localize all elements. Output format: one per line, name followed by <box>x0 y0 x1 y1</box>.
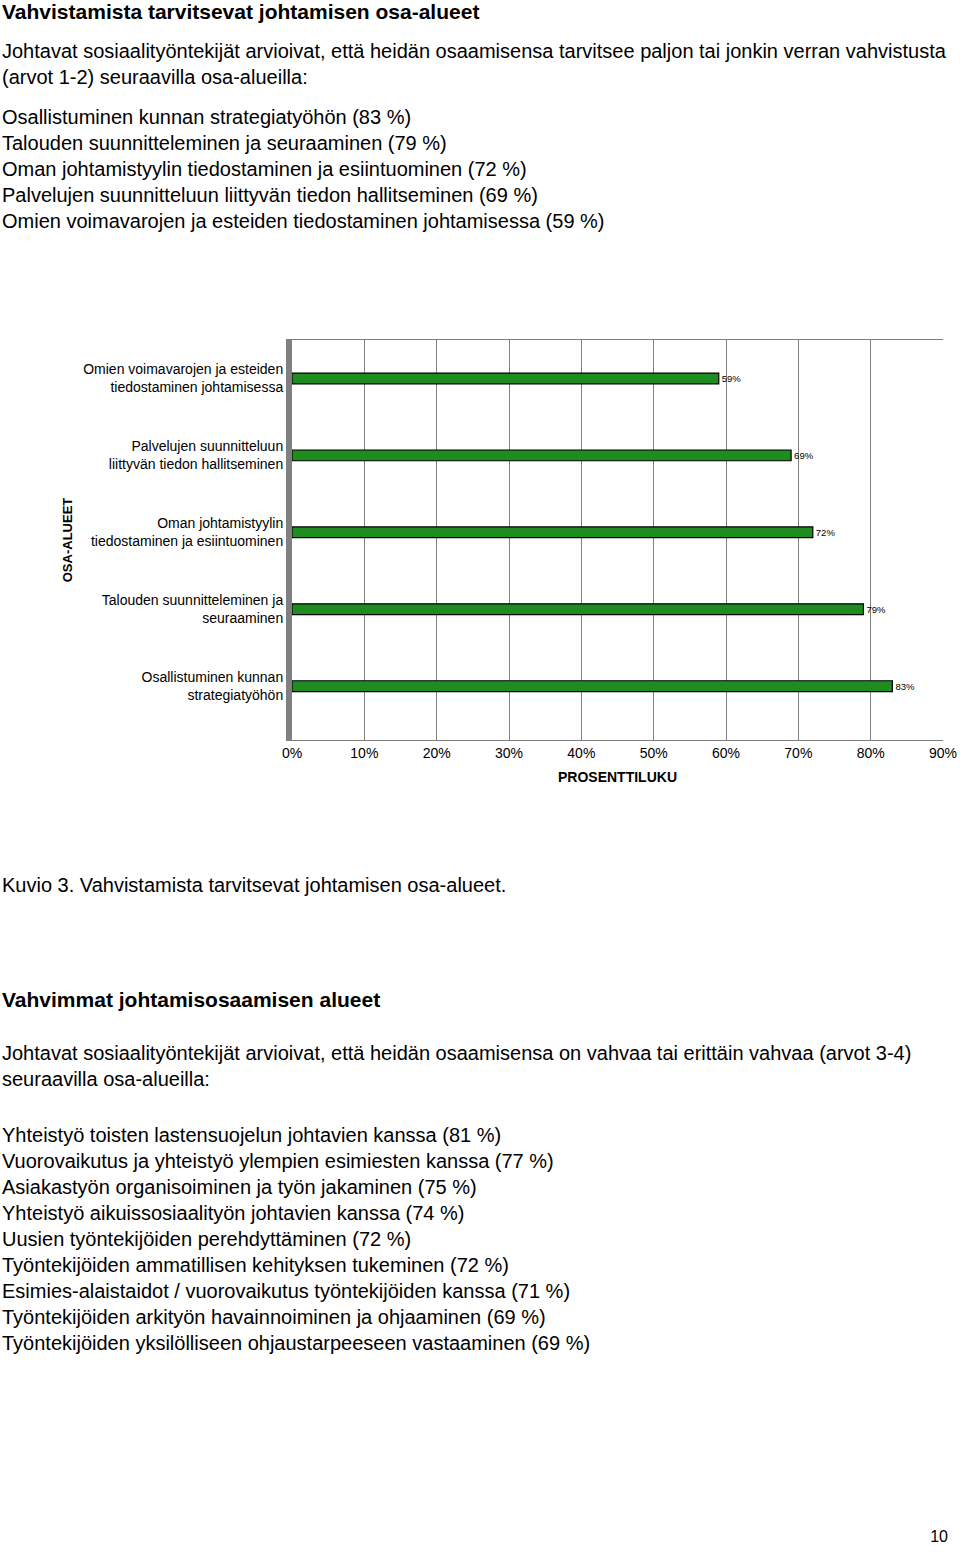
svg-text:Palvelujen suunnitteluunliitty: Palvelujen suunnitteluunliittyvän tiedon… <box>109 438 283 472</box>
svg-text:20%: 20% <box>423 745 451 761</box>
html-text:10: 10 <box>930 1528 948 1545</box>
html-text:Esimies-alaistaidot / vuorovai: Esimies-alaistaidot / vuorovaikutus työn… <box>2 1280 570 1302</box>
html-text:Työntekijöiden arkityön havain: Työntekijöiden arkityön havainnoiminen j… <box>2 1306 546 1328</box>
html-text:Palvelujen suunnitteluun liitt: Palvelujen suunnitteluun liittyvän tiedo… <box>2 184 538 206</box>
svg-text:83%: 83% <box>895 681 915 692</box>
html-text:Työntekijöiden yksilölliseen o: Työntekijöiden yksilölliseen ohjaustarpe… <box>2 1332 591 1354</box>
svg-text:40%: 40% <box>567 745 595 761</box>
svg-text:Talouden suunnitteleminen jase: Talouden suunnitteleminen jaseuraaminen <box>102 592 284 626</box>
html-text:Johtavat sosiaalityöntekijät a: Johtavat sosiaalityöntekijät arvioivat, … <box>2 1042 912 1090</box>
svg-text:PROSENTTILUKU: PROSENTTILUKU <box>558 769 677 785</box>
svg-text:30%: 30% <box>495 745 523 761</box>
html-text:Vahvimmat johtamisosaamisen al: Vahvimmat johtamisosaamisen alueet <box>2 988 381 1011</box>
svg-text:10%: 10% <box>350 745 378 761</box>
svg-text:60%: 60% <box>712 745 740 761</box>
svg-text:Oman johtamistyylintiedostamin: Oman johtamistyylintiedostaminen ja esii… <box>91 515 283 549</box>
svg-text:90%: 90% <box>929 745 957 761</box>
svg-text:69%: 69% <box>794 450 814 461</box>
html-text:Osallistuminen kunnan strategi: Osallistuminen kunnan strategiatyöhön (8… <box>2 106 412 128</box>
svg-text:50%: 50% <box>640 745 668 761</box>
html-text:Työntekijöiden ammatillisen ke: Työntekijöiden ammatillisen kehityksen t… <box>2 1254 509 1276</box>
svg-text:59%: 59% <box>722 373 742 384</box>
html-text:Omien voimavarojen ja esteiden: Omien voimavarojen ja esteiden tiedostam… <box>2 210 605 232</box>
svg-text:70%: 70% <box>784 745 812 761</box>
html-text:Yhteistyö aikuissosiaalityön j: Yhteistyö aikuissosiaalityön johtavien k… <box>2 1202 465 1224</box>
svg-text:OSA-ALUEET: OSA-ALUEET <box>60 498 75 583</box>
svg-text:Osallistuminen kunnanstrategia: Osallistuminen kunnanstrategiatyöhön <box>142 669 284 703</box>
svg-text:0%: 0% <box>282 745 302 761</box>
html-text:Asiakastyön organisoiminen ja: Asiakastyön organisoiminen ja työn jakam… <box>2 1176 477 1198</box>
svg-text:Omien voimavarojen ja esteiden: Omien voimavarojen ja esteidentiedostami… <box>83 361 283 395</box>
html-text:Uusien työntekijöiden perehdyt: Uusien työntekijöiden perehdyttäminen (7… <box>2 1228 412 1250</box>
svg-text:79%: 79% <box>866 604 886 615</box>
html-text:Talouden suunnitteleminen ja s: Talouden suunnitteleminen ja seuraaminen… <box>2 132 447 154</box>
html-text:Yhteistyö toisten lastensuojel: Yhteistyö toisten lastensuojelun johtavi… <box>2 1124 502 1146</box>
html-text:Oman johtamistyylin tiedostami: Oman johtamistyylin tiedostaminen ja esi… <box>2 158 527 180</box>
svg-text:80%: 80% <box>857 745 885 761</box>
html-text:Vahvistamista tarvitsevat joht: Vahvistamista tarvitsevat johtamisen osa… <box>2 0 480 23</box>
html-text:Johtavat sosiaalityöntekijät a: Johtavat sosiaalityöntekijät arvioivat, … <box>2 40 946 88</box>
html-text:Vuorovaikutus ja yhteistyö yle: Vuorovaikutus ja yhteistyö ylempien esim… <box>2 1150 554 1172</box>
svg-text:72%: 72% <box>816 527 836 538</box>
html-text:Kuvio 3. Vahvistamista tarvits: Kuvio 3. Vahvistamista tarvitsevat johta… <box>2 874 507 896</box>
